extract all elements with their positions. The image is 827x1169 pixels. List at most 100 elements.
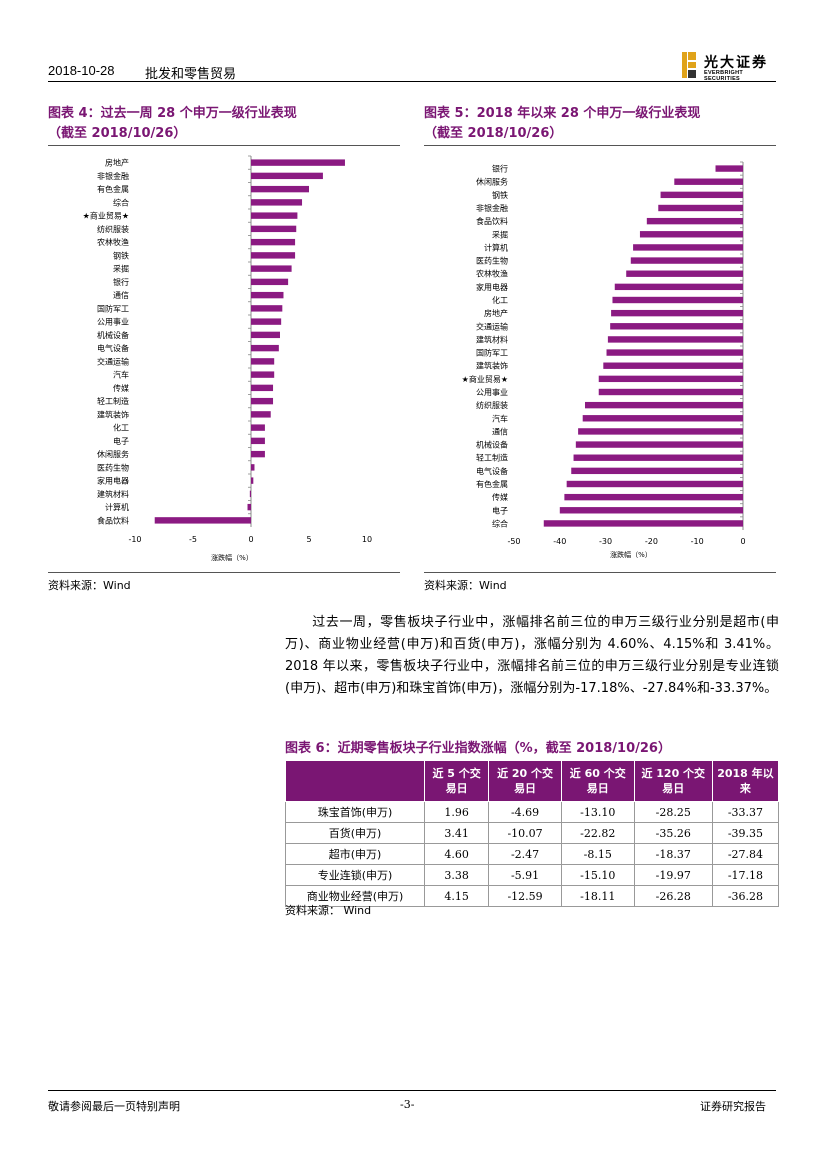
bar — [598, 388, 743, 396]
footer-disclaimer: 敬请参阅最后一页特别声明 — [48, 1100, 180, 1113]
bar — [251, 159, 345, 166]
table-cell: -27.84 — [711, 843, 780, 865]
bar — [573, 454, 743, 461]
table-cell: -15.10 — [560, 864, 635, 886]
table-row: 百货(申万) 3.41 -10.07 -22.82 -35.26 -39.35 — [285, 822, 780, 844]
category-label: 医药生物 — [476, 256, 508, 266]
fig5-bottom-rule — [424, 572, 776, 573]
bar — [251, 464, 255, 471]
bar — [598, 375, 743, 383]
category-label: 化工 — [113, 423, 129, 433]
bar — [154, 517, 251, 524]
category-label: 纺织服装 — [97, 224, 129, 234]
category-label: 机械设备 — [476, 440, 508, 450]
category-label: 轻工制造 — [476, 453, 508, 463]
bar — [559, 507, 743, 514]
category-label: 农林牧渔 — [97, 237, 129, 247]
footer-rule — [48, 1090, 776, 1091]
category-label: ★商业贸易★ — [462, 374, 508, 384]
x-tick-label: -20 — [645, 537, 658, 546]
table-cell: 3.38 — [423, 864, 490, 886]
category-label: 钢铁 — [113, 250, 129, 260]
table-row: 超市(申万) 4.60 -2.47 -8.15 -18.37 -27.84 — [285, 843, 780, 865]
footer-page-number: -3- — [400, 1098, 415, 1111]
bar — [251, 252, 296, 259]
bar — [674, 178, 743, 185]
bar — [543, 520, 743, 527]
body-paragraph-text: 过去一周，零售板块子行业中，涨幅排名前三位的申万三级行业分别是超市(申万)、商业… — [285, 615, 779, 696]
bar — [564, 493, 743, 501]
bar — [614, 283, 743, 291]
category-label: 房地产 — [105, 158, 129, 168]
bar — [251, 450, 265, 458]
category-label: 食品饮料 — [97, 515, 129, 525]
bar — [626, 270, 743, 277]
category-label: 休闲服务 — [97, 449, 129, 459]
category-label: 通信 — [492, 426, 508, 436]
x-axis-label: 涨跌幅（%） — [211, 553, 253, 562]
bar — [251, 199, 303, 206]
table-row: 专业连锁(申万) 3.38 -5.91 -15.10 -19.97 -17.18 — [285, 864, 780, 886]
table-header-cell: 近 5 个交易日 — [423, 760, 490, 802]
table-row-label: 专业连锁(申万) — [285, 864, 425, 886]
fig5-subtitle: （截至 2018/10/26） — [424, 126, 563, 141]
category-label: 建筑材料 — [476, 334, 508, 344]
bar — [251, 305, 283, 312]
bar — [251, 411, 271, 418]
bar — [249, 490, 251, 498]
category-label: 国防军工 — [97, 303, 129, 313]
category-label: 采掘 — [113, 264, 129, 274]
table-cell: -18.11 — [560, 885, 635, 907]
category-label: 家用电器 — [97, 476, 129, 486]
bar — [612, 296, 743, 304]
bar — [639, 231, 743, 238]
category-label: 交通运输 — [476, 321, 508, 331]
fig4-source: 资料来源：Wind — [48, 579, 131, 592]
table-row-label: 百货(申万) — [285, 822, 425, 844]
category-label: 休闲服务 — [476, 177, 508, 187]
category-label: 化工 — [492, 295, 508, 305]
body-paragraph: 过去一周，零售板块子行业中，涨幅排名前三位的申万三级行业分别是超市(申万)、商业… — [285, 612, 779, 700]
table-cell: -18.37 — [633, 843, 713, 865]
table-cell: -19.97 — [633, 864, 713, 886]
fig4-bottom-rule — [48, 572, 400, 573]
bar — [571, 467, 743, 475]
category-label: 传媒 — [492, 492, 508, 502]
table-cell: -22.82 — [560, 822, 635, 844]
table-cell: -35.26 — [633, 822, 713, 844]
x-tick-label: -50 — [507, 537, 520, 546]
category-label: 公用事业 — [476, 387, 508, 397]
category-label: 通信 — [113, 290, 129, 300]
company-logo: 光大证券 EVERBRIGHT SECURITIES — [682, 50, 778, 82]
bar — [633, 244, 743, 251]
bar — [251, 371, 275, 378]
category-label: 传媒 — [113, 383, 129, 393]
x-tick-label: 10 — [362, 535, 372, 544]
x-axis-label: 涨跌幅（%） — [610, 550, 652, 559]
bar — [251, 344, 279, 352]
category-label: 电气设备 — [476, 466, 508, 476]
table-cell: 3.41 — [423, 822, 490, 844]
x-tick-label: 5 — [306, 535, 311, 544]
table-cell: -4.69 — [488, 801, 562, 823]
logo-name: 光大证券 — [704, 55, 768, 71]
table-header-cell: 近 60 个交易日 — [560, 760, 635, 802]
table-cell: -33.37 — [711, 801, 780, 823]
bar — [584, 401, 743, 409]
bar — [251, 358, 275, 365]
category-label: 有色金属 — [476, 479, 508, 489]
table-cell: -2.47 — [488, 843, 562, 865]
fig6-title: 图表 6：近期零售板块子行业指数涨幅（%，截至 2018/10/26） — [285, 741, 671, 756]
category-label: 纺织服装 — [476, 400, 508, 410]
bar — [566, 480, 743, 488]
table-row-label: 商业物业经营(申万) — [285, 885, 425, 907]
category-label: 非银金融 — [97, 171, 129, 181]
bar — [582, 415, 743, 422]
bar — [251, 212, 298, 219]
bar — [630, 257, 743, 264]
bar — [715, 165, 743, 172]
x-tick-label: 0 — [740, 537, 745, 546]
table-cell: -12.59 — [488, 885, 562, 907]
category-label: 建筑材料 — [97, 489, 129, 499]
